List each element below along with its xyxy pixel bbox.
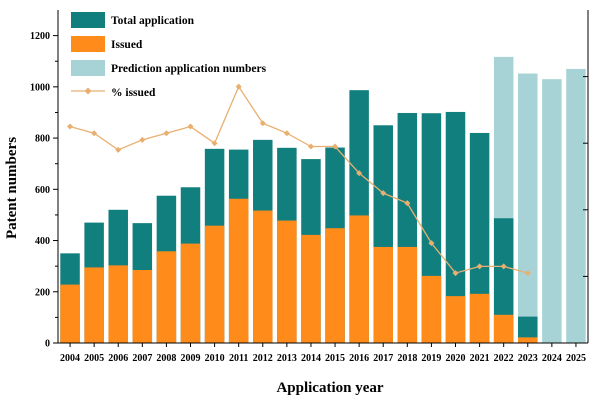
x-tick-label-2021: 2021 — [470, 353, 490, 364]
bar-issued-2015 — [325, 228, 345, 343]
legend-swatch-pct-marker — [84, 87, 92, 95]
x-tick-label-2012: 2012 — [253, 353, 273, 364]
bar-issued-2010 — [204, 225, 225, 343]
bar-issued-2022 — [493, 314, 514, 343]
y-tick-label-600: 600 — [35, 185, 50, 196]
x-tick-label-2013: 2013 — [277, 353, 297, 364]
bar-issued-2020 — [445, 296, 466, 343]
x-axis-title: Application year — [276, 380, 383, 396]
x-tick-label-2015: 2015 — [325, 353, 345, 364]
pct-issued-point-2010 — [211, 140, 218, 147]
x-tick-label-2018: 2018 — [397, 353, 417, 364]
x-tick-label-2007: 2007 — [132, 353, 152, 364]
y-tick-label-0: 0 — [45, 339, 50, 350]
bar-issued-2023 — [518, 337, 538, 343]
bar-issued-2004 — [60, 284, 80, 343]
issued-bars — [60, 198, 538, 343]
x-tick-label-2008: 2008 — [156, 353, 176, 364]
pct-issued-point-2008 — [163, 130, 170, 137]
y-tick-label-800: 800 — [35, 134, 50, 145]
pct-issued-point-2011 — [235, 83, 242, 90]
pct-issued-point-2014 — [307, 143, 314, 150]
bar-issued-2016 — [349, 215, 369, 343]
legend-label-pct: % issued — [111, 87, 156, 99]
y-tick-label-1000: 1000 — [30, 82, 50, 93]
x-tick-label-2005: 2005 — [84, 353, 104, 364]
pct-issued-point-2022 — [500, 263, 507, 270]
x-tick-label-2006: 2006 — [108, 353, 128, 364]
legend-label-total: Total application — [111, 15, 195, 27]
x-tick-label-2025: 2025 — [566, 353, 586, 364]
x-tick-label-2023: 2023 — [518, 353, 538, 364]
x-tick-label-2004: 2004 — [60, 353, 80, 364]
bar-issued-2021 — [469, 293, 490, 343]
pct-issued-point-2021 — [476, 263, 483, 270]
x-tick-label-2022: 2022 — [494, 353, 514, 364]
pct-issued-point-2023 — [524, 270, 531, 277]
legend-swatch-issued — [71, 36, 105, 52]
bar-issued-2008 — [156, 251, 177, 343]
legend-label-prediction: Prediction application numbers — [111, 63, 267, 75]
y-tick-label-400: 400 — [35, 236, 50, 247]
pct-issued-point-2004 — [67, 123, 74, 130]
bar-issued-2007 — [132, 269, 153, 343]
total-application-bars — [60, 90, 538, 344]
bar-total-2023 — [518, 316, 538, 343]
x-axis-ticks: 2004 2005 2006 2007 2008 2009 2010 2011 2012 2013… — [60, 343, 586, 364]
x-tick-label-2020: 2020 — [446, 353, 466, 364]
bar-issued-2014 — [301, 234, 321, 343]
y-axis-ticks: 0 200 400 600 800 1000 1200 — [30, 31, 58, 350]
x-tick-label-2009: 2009 — [181, 353, 201, 364]
bar-issued-2011 — [228, 198, 249, 343]
bar-issued-2009 — [180, 243, 201, 343]
pct-issued-point-2013 — [283, 130, 290, 137]
bar-issued-2018 — [397, 246, 418, 343]
bar-issued-2017 — [373, 246, 393, 343]
legend-label-issued: Issued — [111, 39, 143, 51]
right-axis-ticks — [583, 76, 588, 277]
bar-total-2022 — [493, 218, 514, 343]
bar-issued-2006 — [108, 265, 128, 343]
bar-total-2021 — [469, 132, 490, 343]
pct-issued-point-2009 — [187, 123, 194, 130]
bar-issued-2005 — [84, 267, 104, 343]
pct-issued-point-2017 — [380, 190, 387, 197]
y-axis-title: Patent numbers — [4, 137, 20, 239]
pct-issued-point-2020 — [452, 270, 459, 277]
pct-issued-point-2016 — [356, 170, 363, 177]
x-tick-label-2014: 2014 — [301, 353, 321, 364]
axes — [57, 10, 589, 344]
bar-total-2020 — [445, 111, 466, 343]
x-tick-label-2017: 2017 — [373, 353, 393, 364]
bar-issued-2012 — [253, 210, 273, 343]
x-tick-label-2024: 2024 — [542, 353, 562, 364]
pct-issued-point-2006 — [115, 146, 122, 153]
legend: Total application Issued Prediction appl… — [71, 12, 267, 99]
x-tick-label-2016: 2016 — [349, 353, 369, 364]
y-tick-label-1200: 1200 — [30, 31, 50, 42]
x-tick-label-2010: 2010 — [205, 353, 225, 364]
legend-swatch-total — [71, 12, 105, 28]
bar-issued-2019 — [421, 275, 442, 343]
pct-issued-point-2015 — [332, 143, 339, 150]
pct-issued-point-2007 — [139, 136, 146, 143]
bar-prediction-2023 — [518, 73, 538, 343]
legend-swatch-prediction — [71, 60, 105, 76]
x-tick-label-2011: 2011 — [229, 353, 248, 364]
bar-issued-2013 — [277, 220, 297, 343]
bar-prediction-2024 — [542, 79, 562, 344]
y-tick-label-200: 200 — [35, 287, 50, 298]
bar-prediction-2025 — [566, 68, 586, 344]
pct-issued-line — [69, 85, 528, 274]
pct-issued-point-2005 — [91, 130, 98, 137]
pct-issued-point-2019 — [428, 240, 435, 247]
pct-issued-point-2018 — [404, 200, 411, 207]
pct-issued-point-2012 — [259, 120, 266, 127]
pct-issued-line-group — [67, 83, 531, 277]
x-tick-label-2019: 2019 — [421, 353, 441, 364]
